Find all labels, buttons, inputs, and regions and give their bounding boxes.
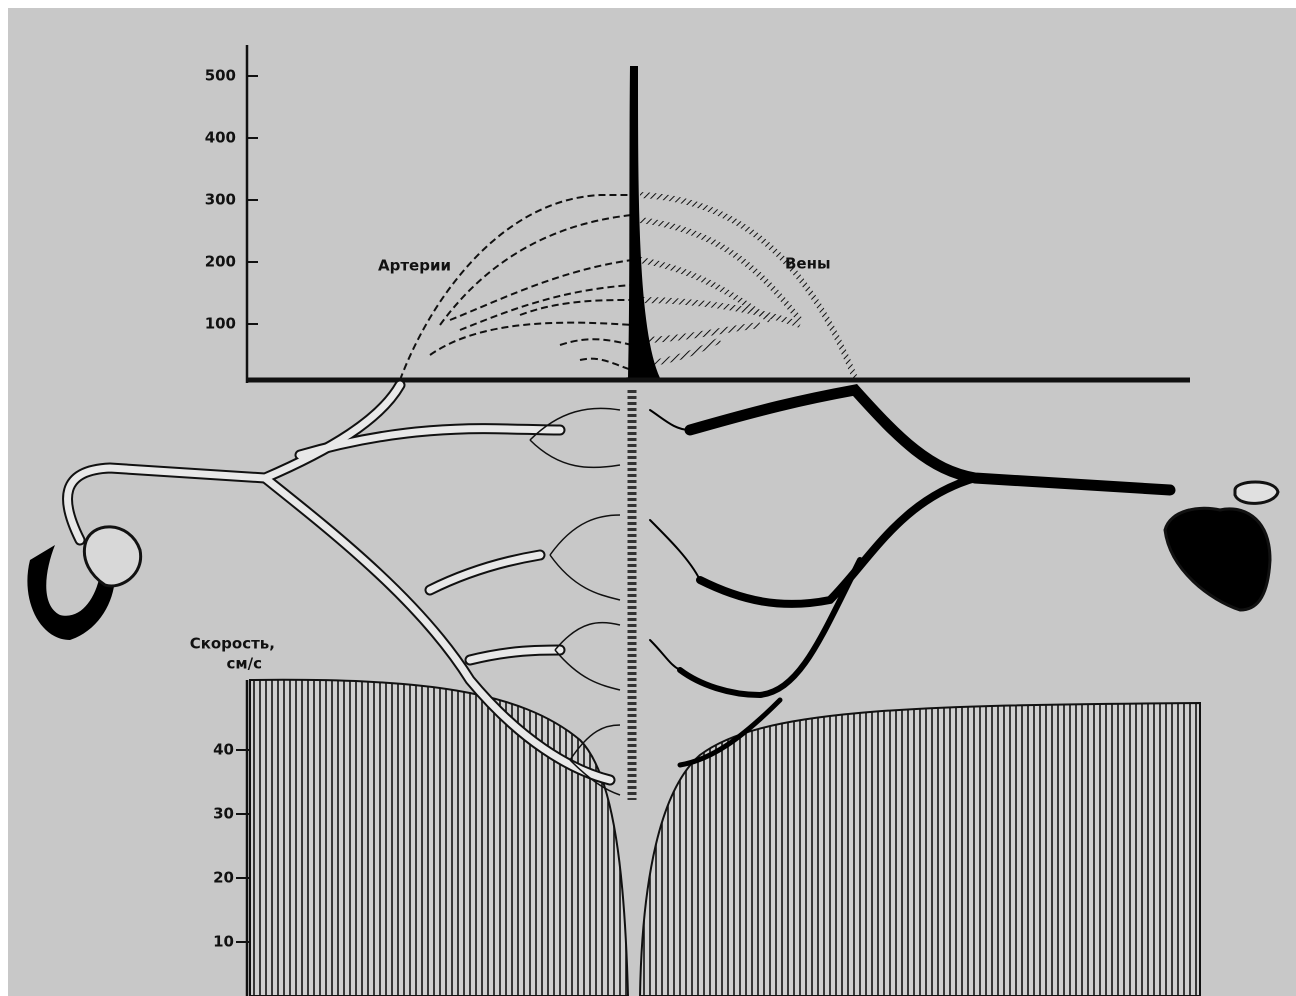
y-tick-label: 500 [205,67,236,85]
velocity-unit: см/с [226,655,262,673]
y-tick-label: 30 [213,805,234,823]
vena-cava [1235,482,1278,503]
y-tick-label: 100 [205,315,236,333]
velocity-label: Скорость, [190,635,275,653]
y-tick-label: 40 [213,741,234,759]
y-tick-label: 20 [213,869,234,887]
page: Артерии Вены Скорость, см/с 100 200 300 400… [0,0,1296,996]
y-tick-label: 300 [205,191,236,209]
arteries-label: Артерии [378,257,451,275]
y-tick-label: 200 [205,253,236,271]
y-tick-label: 10 [213,933,234,951]
veins-label: Вены [785,255,831,273]
y-tick-label: 400 [205,129,236,147]
diagram: Артерии Вены Скорость, см/с 100 200 300 400… [0,0,1296,996]
